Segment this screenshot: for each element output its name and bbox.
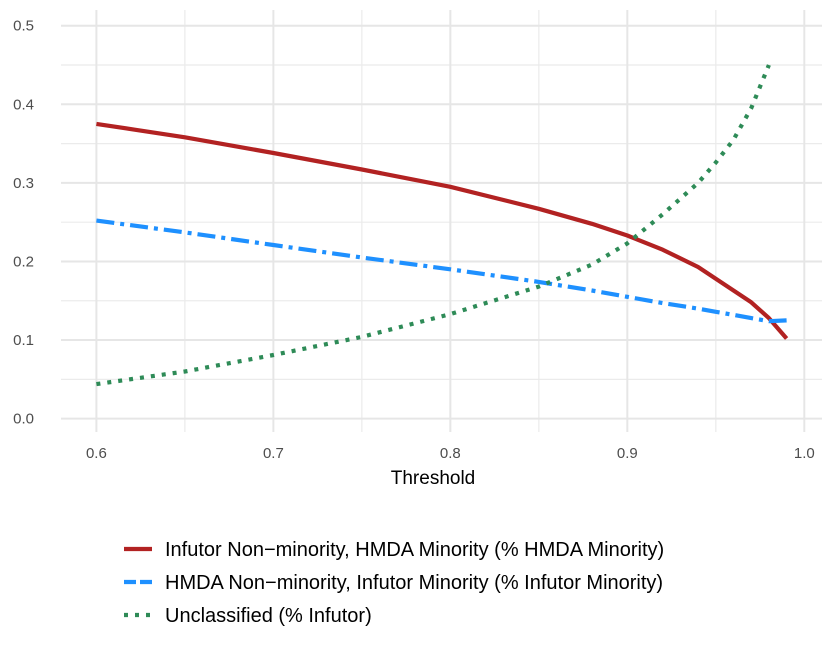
x-tick-label: 0.9	[617, 445, 638, 462]
x-axis-title: Threshold	[391, 468, 476, 489]
x-tick-label: 1.0	[794, 445, 815, 462]
y-tick-label: 0.4	[13, 96, 34, 113]
y-tick-label: 0.1	[13, 332, 34, 349]
y-tick-label: 0.0	[13, 411, 34, 428]
legend-label-2: HMDA Non−minority, Infutor Minority (% I…	[165, 572, 663, 594]
y-tick-label: 0.5	[13, 18, 34, 35]
legend-label-3: Unclassified (% Infutor)	[165, 605, 372, 627]
legend-label-1: Infutor Non−minority, HMDA Minority (% H…	[165, 539, 664, 561]
x-tick-label: 0.8	[440, 445, 461, 462]
legend: Infutor Non−minority, HMDA Minority (% H…	[124, 539, 664, 627]
series-line-2	[96, 218, 787, 324]
series-line-3	[96, 64, 771, 387]
grid	[61, 10, 822, 432]
y-axis: 0.0 0.1 0.2 0.3 0.4 0.5	[13, 18, 34, 428]
y-tick-label: 0.3	[13, 175, 34, 192]
x-tick-label: 0.6	[86, 445, 107, 462]
y-tick-label: 0.2	[13, 253, 34, 270]
x-axis: 0.6 0.7 0.8 0.9 1.0	[86, 445, 815, 462]
series-lines	[96, 64, 789, 387]
series-line-1	[96, 121, 789, 340]
x-tick-label: 0.7	[263, 445, 284, 462]
